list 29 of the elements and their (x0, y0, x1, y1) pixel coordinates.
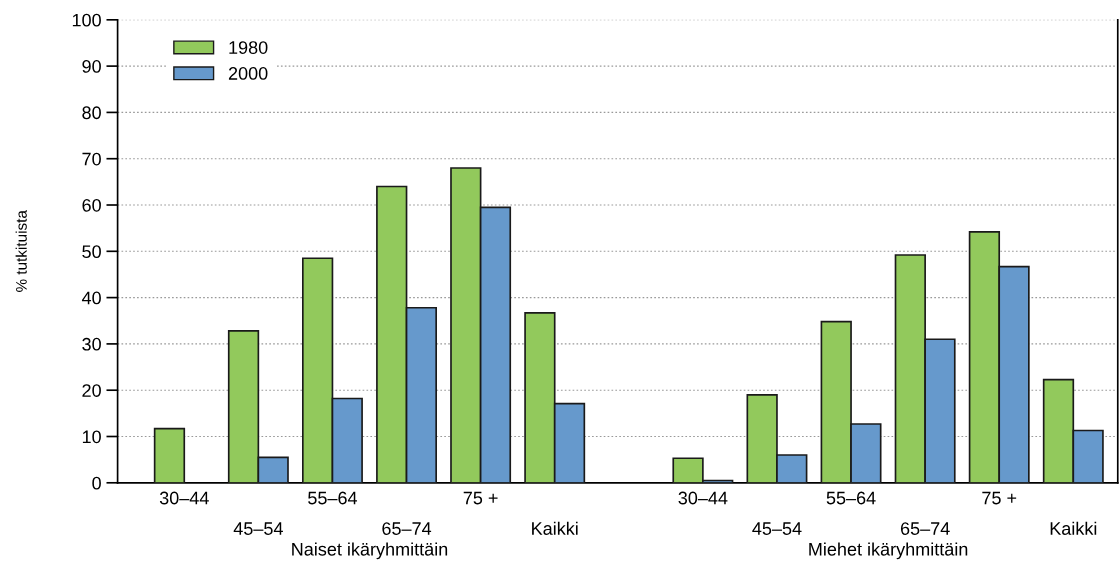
x-tick-label: 65–74 (382, 522, 432, 535)
y-axis-title: % tutkituista (15, 210, 27, 292)
x-tick-label: 30–44 (678, 491, 728, 505)
y-tick-label: 70 (82, 152, 101, 166)
y-tick-label: 100 (72, 13, 101, 27)
y-tick-label: 0 (92, 476, 101, 490)
x-tick-label: 45–54 (233, 522, 283, 535)
y-tick-label: 80 (82, 106, 101, 120)
y-tick-label: 30 (82, 337, 101, 351)
x-tick-label: 30–44 (159, 491, 209, 505)
y-tick-label: 40 (81, 291, 101, 305)
x-tick-label: 55–64 (826, 491, 876, 505)
legend-label: 2000 (228, 67, 268, 80)
x-tick-label: 65–74 (900, 522, 950, 535)
x-tick-label: Kaikki (532, 521, 578, 535)
legend-label: 1980 (229, 41, 268, 54)
text: Naiset ikäryhmittäin (292, 542, 448, 560)
y-tick-label: 20 (82, 384, 101, 397)
y-tick-label: 90 (82, 60, 101, 73)
x-tick-label: 45–54 (752, 522, 802, 535)
y-tick-label: 60 (82, 198, 101, 212)
x-tick-label: 75 + (463, 491, 498, 505)
x-tick-label: Kaikki (1050, 521, 1097, 535)
y-tick-label: 50 (82, 245, 101, 259)
x-tick-label: 55–64 (308, 491, 358, 505)
text: Miehet ikäryhmittäin (809, 542, 968, 560)
x-tick-label: 75 + (982, 491, 1017, 505)
bar (153, 427, 186, 483)
y-tick-label: 10 (82, 430, 101, 444)
